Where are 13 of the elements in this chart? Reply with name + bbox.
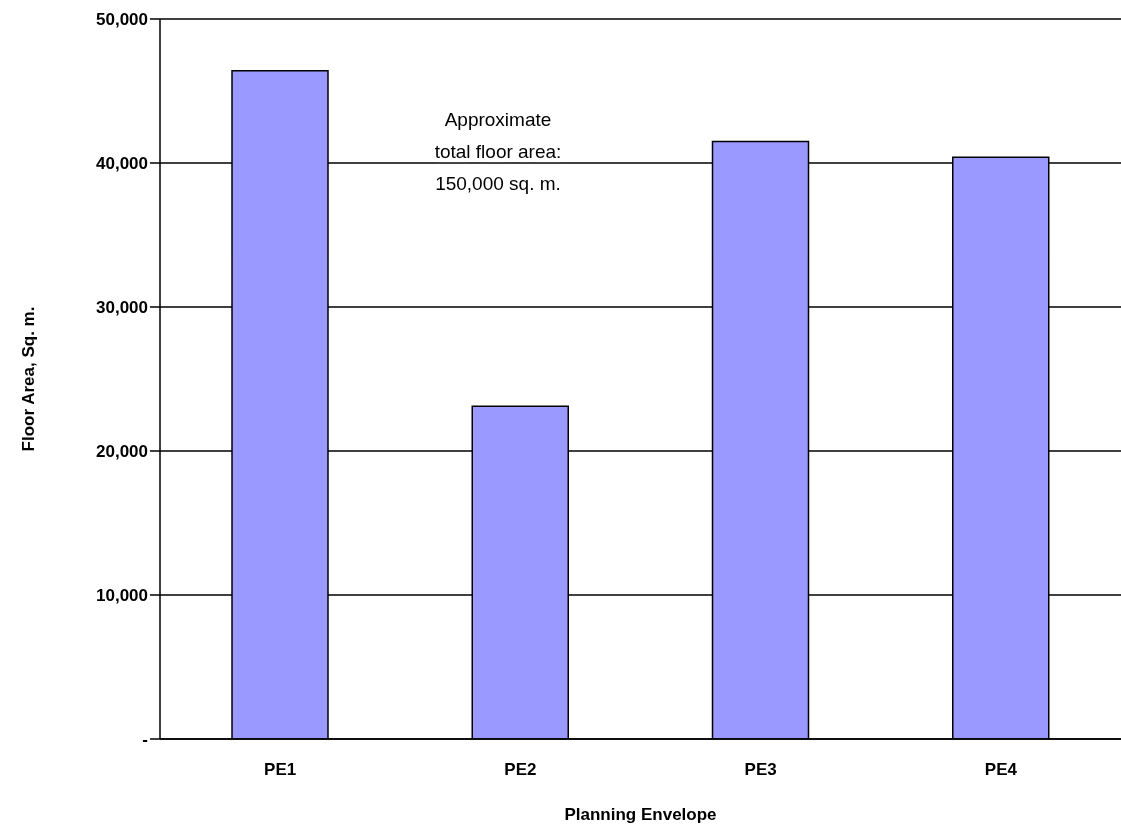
y-tick-label: 10,000	[96, 586, 148, 606]
x-tick-label: PE2	[504, 760, 537, 780]
x-tick-label: PE3	[744, 760, 777, 780]
x-tick-label: PE4	[984, 760, 1018, 780]
y-tick-label: -	[142, 730, 148, 750]
y-tick-label: 40,000	[96, 154, 148, 174]
annotation: Approximate total floor area: 150,000 sq. m.	[433, 108, 563, 196]
x-tick-label: PE1	[264, 760, 297, 780]
y-axis-title: Floor Area, Sq. m.	[19, 306, 39, 452]
y-tick-label: 50,000	[96, 10, 148, 30]
x-axis-title: Planning Envelope	[564, 805, 717, 824]
y-tick-label: 20,000	[96, 442, 148, 462]
y-tick-label: 30,000	[96, 298, 148, 318]
